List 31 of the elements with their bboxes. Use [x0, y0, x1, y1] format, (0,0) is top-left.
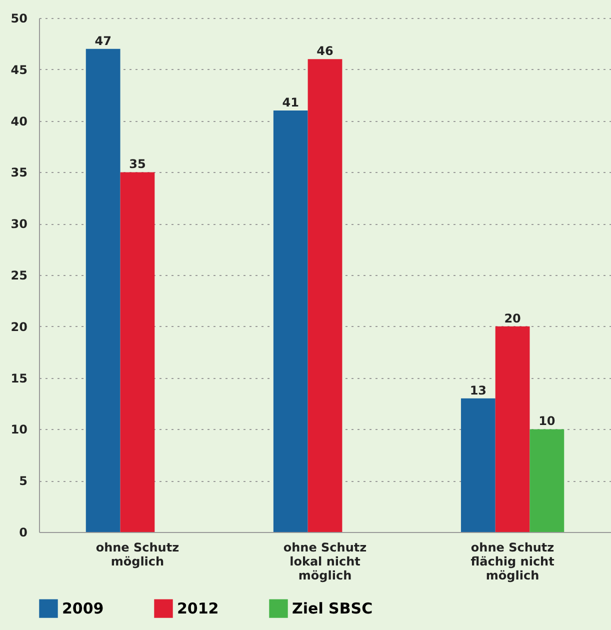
y-tick-label: 30 [10, 217, 28, 232]
legend-label: 2009 [62, 600, 104, 618]
data-label: 10 [538, 414, 556, 428]
y-tick-label: 0 [19, 526, 28, 540]
y-tick-label: 25 [10, 268, 28, 282]
y-tick-label: 5 [19, 474, 28, 488]
bar [120, 172, 155, 532]
data-label: 41 [282, 96, 299, 110]
bar [495, 326, 530, 532]
data-label: 35 [129, 157, 146, 172]
y-tick-label: 10 [10, 422, 28, 437]
x-tick-label: ohne Schutz möglich [96, 540, 180, 568]
x-tick-label: ohne Schutz flächig nicht möglich [470, 540, 555, 582]
bar [460, 398, 496, 532]
y-tick-label: 20 [10, 320, 28, 334]
y-tick-label: 15 [10, 371, 28, 386]
bar [530, 429, 564, 532]
data-label: 13 [470, 383, 487, 398]
x-tick-label: ohne Schutz lokal nicht möglich [283, 540, 367, 582]
y-tick-label: 45 [10, 62, 28, 77]
data-label: 46 [316, 44, 334, 58]
legend-label: Ziel SBSC [292, 600, 373, 618]
data-label: 47 [94, 34, 112, 48]
bar [86, 48, 120, 532]
bar [308, 59, 342, 532]
y-tick-label: 40 [10, 114, 28, 128]
y-tick-label: 50 [10, 12, 28, 26]
legend-label: 2012 [177, 600, 219, 618]
y-tick-label: 35 [10, 166, 28, 180]
data-label: 20 [504, 311, 521, 326]
bar [273, 110, 308, 532]
